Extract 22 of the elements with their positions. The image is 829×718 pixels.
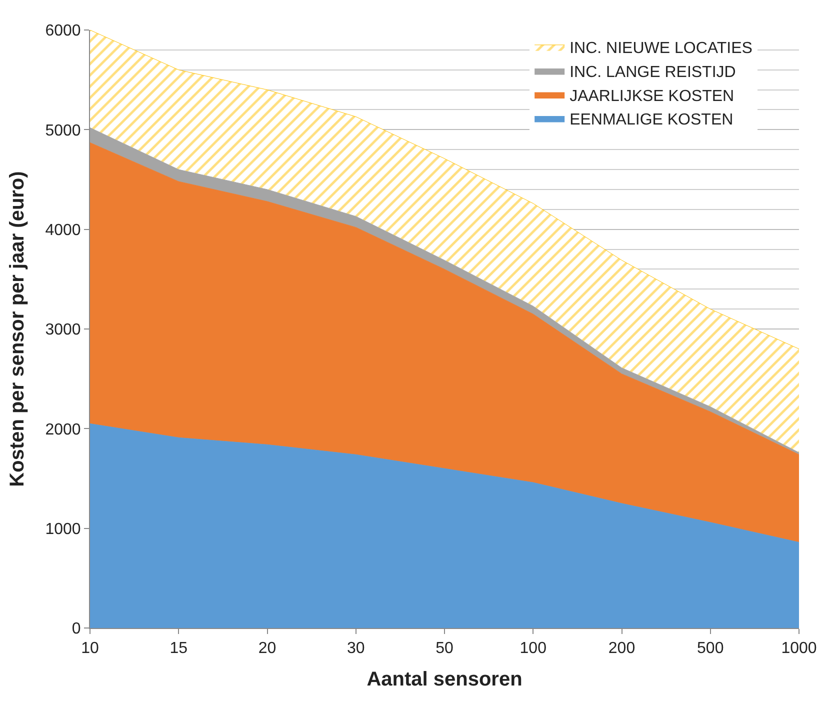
legend-label: EENMALIGE KOSTEN — [570, 112, 734, 129]
y-tick-label: 4000 — [45, 222, 81, 239]
x-tick-label: 1000 — [781, 640, 817, 658]
legend-label: JAARLIJKSE KOSTEN — [570, 88, 734, 105]
y-tick-label: 5000 — [45, 122, 81, 140]
y-tick-label: 3000 — [45, 322, 81, 339]
x-tick-label: 20 — [258, 640, 276, 658]
y-axis-title: Kosten per sensor per jaar (euro) — [6, 171, 29, 487]
x-tick-label: 10 — [81, 640, 99, 658]
legend-label: INC. LANGE REISTIJD — [570, 64, 736, 81]
x-tick-label: 30 — [346, 640, 365, 658]
y-tick-label: 6000 — [45, 22, 81, 40]
legend-label: INC. NIEUWE LOCATIES — [570, 40, 752, 58]
x-tick-label: 50 — [436, 640, 454, 658]
x-tick-label: 200 — [608, 640, 636, 658]
x-tick-label: 500 — [697, 640, 724, 658]
y-tick-label: 1000 — [45, 520, 81, 538]
y-tick-label: 2000 — [45, 421, 81, 438]
x-tick-label: 100 — [520, 640, 547, 658]
x-tick-label: 15 — [170, 640, 188, 658]
y-tick-label: 0 — [72, 620, 81, 638]
x-axis-title: Aantal sensoren — [366, 668, 522, 691]
